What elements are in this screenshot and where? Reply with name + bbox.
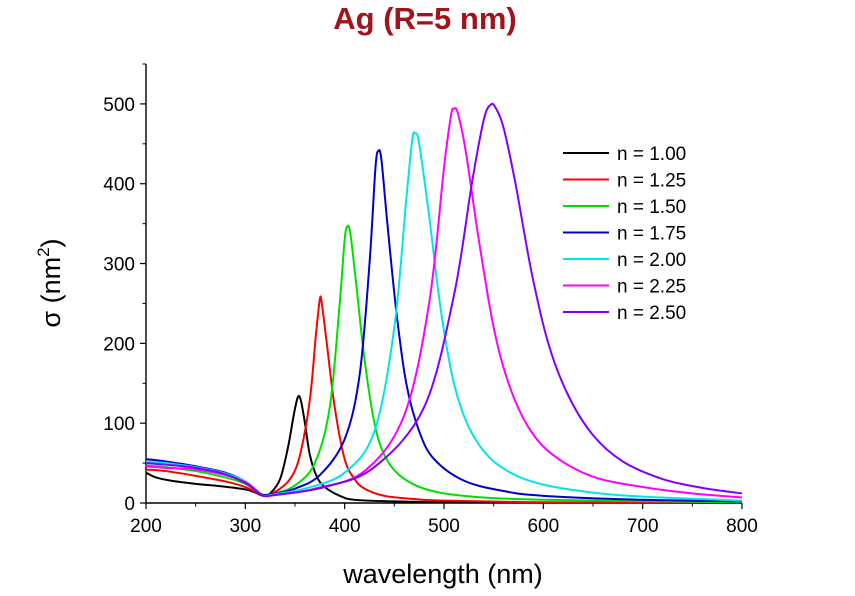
- x-tick-label: 200: [130, 516, 162, 537]
- y-axis-title-prefix: σ (nm: [36, 257, 66, 328]
- legend-item: n = 2.00: [563, 250, 686, 271]
- y-tick-label: 400: [103, 175, 135, 196]
- series-line-7: [145, 102, 743, 498]
- legend-label: n = 2.50: [617, 303, 686, 324]
- x-tick-label: 700: [627, 516, 659, 537]
- legend-label: n = 2.25: [617, 277, 686, 298]
- axes: 200 300 400 500 600 700 800 0 100 200 300 400 500: [103, 63, 758, 537]
- legend-label: n = 1.75: [617, 224, 686, 245]
- series-line-1: [145, 394, 743, 504]
- legend-label: n = 1.50: [617, 197, 686, 218]
- legend-label: n = 1.00: [617, 144, 686, 165]
- y-tick-label: 300: [103, 255, 135, 276]
- x-tick-label: 500: [428, 516, 460, 537]
- x-tick-label: 300: [229, 516, 261, 537]
- y-axis-title: σ (nm2): [34, 238, 66, 327]
- legend-label: n = 2.00: [617, 250, 686, 271]
- legend-item: n = 1.50: [563, 197, 686, 218]
- legend-label: n = 1.25: [617, 171, 686, 192]
- legend-item: n = 2.50: [563, 303, 686, 324]
- x-tick-label: 600: [527, 516, 559, 537]
- series-line-2: [145, 295, 743, 504]
- y-tick-label: 100: [103, 414, 135, 435]
- y-axis-title-suffix: ): [36, 238, 66, 247]
- legend-item: n = 2.25: [563, 277, 686, 298]
- x-tick-label: 800: [726, 516, 758, 537]
- legend-item: n = 1.25: [563, 171, 686, 192]
- y-tick-label: 500: [103, 95, 135, 116]
- y-axis-title-sup: 2: [34, 247, 53, 256]
- plot-lines: [145, 102, 743, 504]
- legend-item: n = 1.00: [563, 144, 686, 165]
- x-axis-title: wavelength (nm): [342, 559, 543, 589]
- chart-title: Ag (R=5 nm): [333, 1, 516, 36]
- legend-item: n = 1.75: [563, 224, 686, 245]
- y-tick-label: 0: [124, 494, 135, 515]
- x-tick-label: 400: [329, 516, 361, 537]
- legend: n = 1.00 n = 1.25 n = 1.50 n = 1.75 n = 2.00…: [563, 144, 686, 324]
- y-tick-label: 200: [103, 334, 135, 355]
